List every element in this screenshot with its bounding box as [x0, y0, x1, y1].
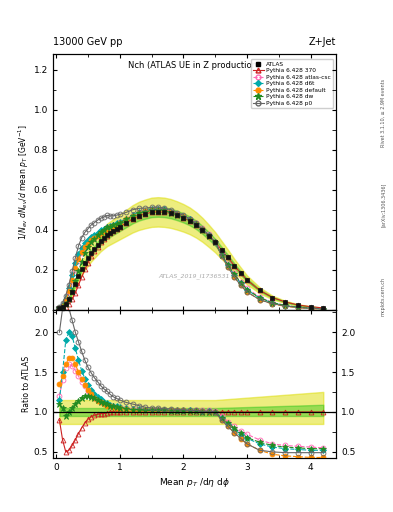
- Text: ATLAS_2019_I1736531: ATLAS_2019_I1736531: [159, 273, 230, 279]
- X-axis label: Mean $p_T$ /d$\eta$ d$\phi$: Mean $p_T$ /d$\eta$ d$\phi$: [159, 476, 230, 489]
- Text: mcplots.cern.ch: mcplots.cern.ch: [381, 278, 386, 316]
- Text: Z+Jet: Z+Jet: [309, 37, 336, 47]
- Text: Rivet 3.1.10, ≥ 2.9M events: Rivet 3.1.10, ≥ 2.9M events: [381, 78, 386, 147]
- Text: 13000 GeV pp: 13000 GeV pp: [53, 37, 123, 47]
- Legend: ATLAS, Pythia 6.428 370, Pythia 6.428 atlas-csc, Pythia 6.428 d6t, Pythia 6.428 : ATLAS, Pythia 6.428 370, Pythia 6.428 at…: [251, 59, 333, 108]
- Y-axis label: $1/N_{ev}\ dN_{ev}/d$ mean $p_T$ [GeV$^{-1}$]: $1/N_{ev}\ dN_{ev}/d$ mean $p_T$ [GeV$^{…: [17, 124, 31, 240]
- Text: Nch (ATLAS UE in Z production): Nch (ATLAS UE in Z production): [129, 61, 261, 71]
- Text: [arXiv:1306.3436]: [arXiv:1306.3436]: [381, 183, 386, 227]
- Y-axis label: Ratio to ATLAS: Ratio to ATLAS: [22, 356, 31, 412]
